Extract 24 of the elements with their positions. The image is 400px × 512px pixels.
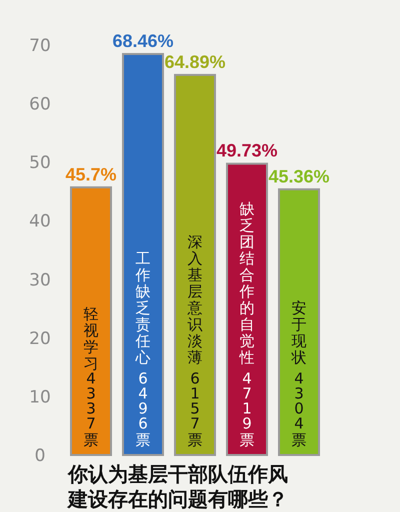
bar [278, 188, 320, 456]
bar [70, 186, 112, 456]
y-tick-label: 20 [29, 328, 51, 349]
bar [174, 74, 216, 456]
y-tick-label: 30 [29, 270, 51, 290]
y-tick-label: 50 [29, 153, 51, 174]
category-label: 轻视学习4337票 [84, 305, 98, 449]
y-tick-label: 60 [29, 94, 51, 115]
bar [226, 162, 268, 456]
y-tick-label: 0 [34, 446, 46, 466]
category-label: 安于现状 4304票 [292, 299, 306, 449]
text: 你认为基层干部队伍作风建设存在的问题有哪些？ [66, 462, 288, 511]
data-label: 49.73% [216, 140, 278, 161]
category-label: 缺乏团结合作的自觉性 4719票 [240, 200, 254, 449]
data-label: 45.36% [268, 166, 330, 186]
bar [122, 53, 164, 456]
data-label: 64.89% [164, 52, 226, 72]
data-label: 68.46% [112, 31, 174, 52]
y-tick-label: 40 [29, 212, 51, 232]
category-label: 深入基层意识淡薄 6157票 [188, 233, 202, 449]
category-label: 工作缺乏责任心 6496票 [136, 250, 150, 449]
data-label: 45.7% [65, 164, 117, 184]
y-tick-label: 70 [29, 36, 51, 56]
y-tick-label: 10 [29, 387, 51, 408]
